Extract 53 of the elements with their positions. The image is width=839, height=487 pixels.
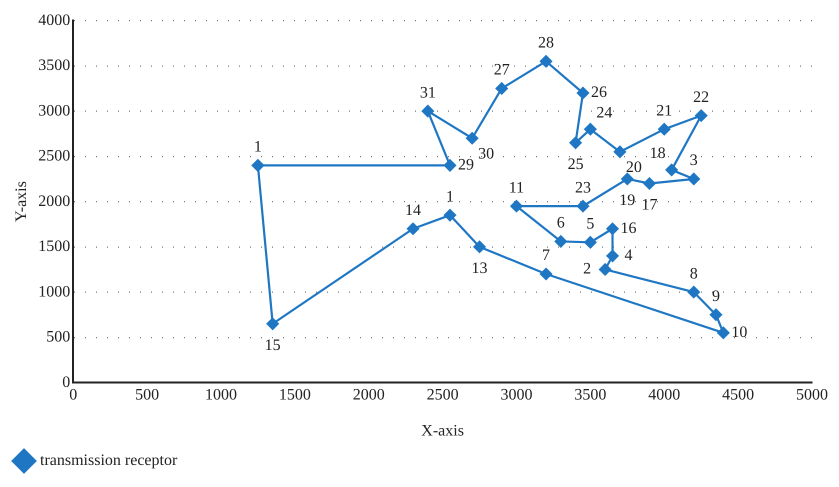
annotation: 19	[619, 192, 636, 210]
y-tick-label: 1500	[38, 238, 70, 256]
annotation: 9	[712, 288, 720, 305]
annotation: 5	[586, 216, 594, 233]
x-tick-label: 1000	[204, 386, 237, 404]
annotation: 15	[264, 336, 281, 354]
x-tick-label: 1500	[278, 386, 311, 404]
x-tick-label: 2000	[352, 386, 385, 404]
annotation: 13	[472, 260, 488, 278]
y-tick-label: 3500	[38, 57, 70, 74]
y-tick-label: 3000	[38, 102, 70, 120]
annotation: 23	[574, 179, 591, 196]
x-tick-label: 2500	[426, 386, 459, 404]
annotation: 7	[542, 247, 550, 264]
annotation: 25	[568, 156, 584, 173]
annotation: 24	[596, 104, 612, 122]
annotation: 22	[693, 88, 710, 106]
annotation: 1	[254, 138, 262, 156]
annotation: 21	[656, 102, 672, 120]
annotation: 8	[690, 265, 698, 282]
y-tick-label: 500	[46, 328, 70, 346]
x-tick-label: 3000	[500, 386, 532, 404]
annotation: 2	[583, 260, 592, 278]
annotation: 6	[556, 214, 565, 232]
annotation: 1	[446, 188, 454, 206]
annotation: 31	[420, 84, 436, 102]
annotation: 16	[620, 220, 637, 237]
annotation: 4	[624, 247, 633, 264]
annotation: 18	[650, 145, 666, 162]
x-tick-label: 3500	[574, 386, 606, 404]
y-tick-label: 0	[62, 374, 70, 391]
x-tick-label: 5000	[796, 386, 828, 404]
annotation: 30	[478, 145, 494, 162]
y-tick-label: 2500	[38, 148, 70, 165]
annotation: 27	[494, 62, 510, 79]
y-axis-title: Y-axis	[12, 181, 30, 222]
y-tick-label: 4000	[38, 12, 70, 29]
annotation: 26	[590, 84, 607, 102]
annotation: 20	[626, 159, 642, 176]
x-tick-label: 4000	[648, 386, 680, 404]
y-tick-label: 1000	[38, 283, 70, 300]
annotation: 10	[731, 324, 748, 342]
y-tick-label: 2000	[38, 192, 70, 210]
annotation: 17	[641, 196, 658, 214]
x-tick-label: 500	[135, 386, 160, 404]
x-tick-label: 4500	[722, 386, 754, 404]
legend-label: transmission receptor	[40, 452, 178, 470]
annotation: 14	[405, 202, 422, 219]
annotation: 11	[508, 179, 524, 196]
annotation: 3	[690, 152, 698, 170]
x-axis-title: X-axis	[421, 422, 464, 440]
annotation: 28	[538, 34, 554, 52]
annotation: 29	[458, 156, 474, 174]
